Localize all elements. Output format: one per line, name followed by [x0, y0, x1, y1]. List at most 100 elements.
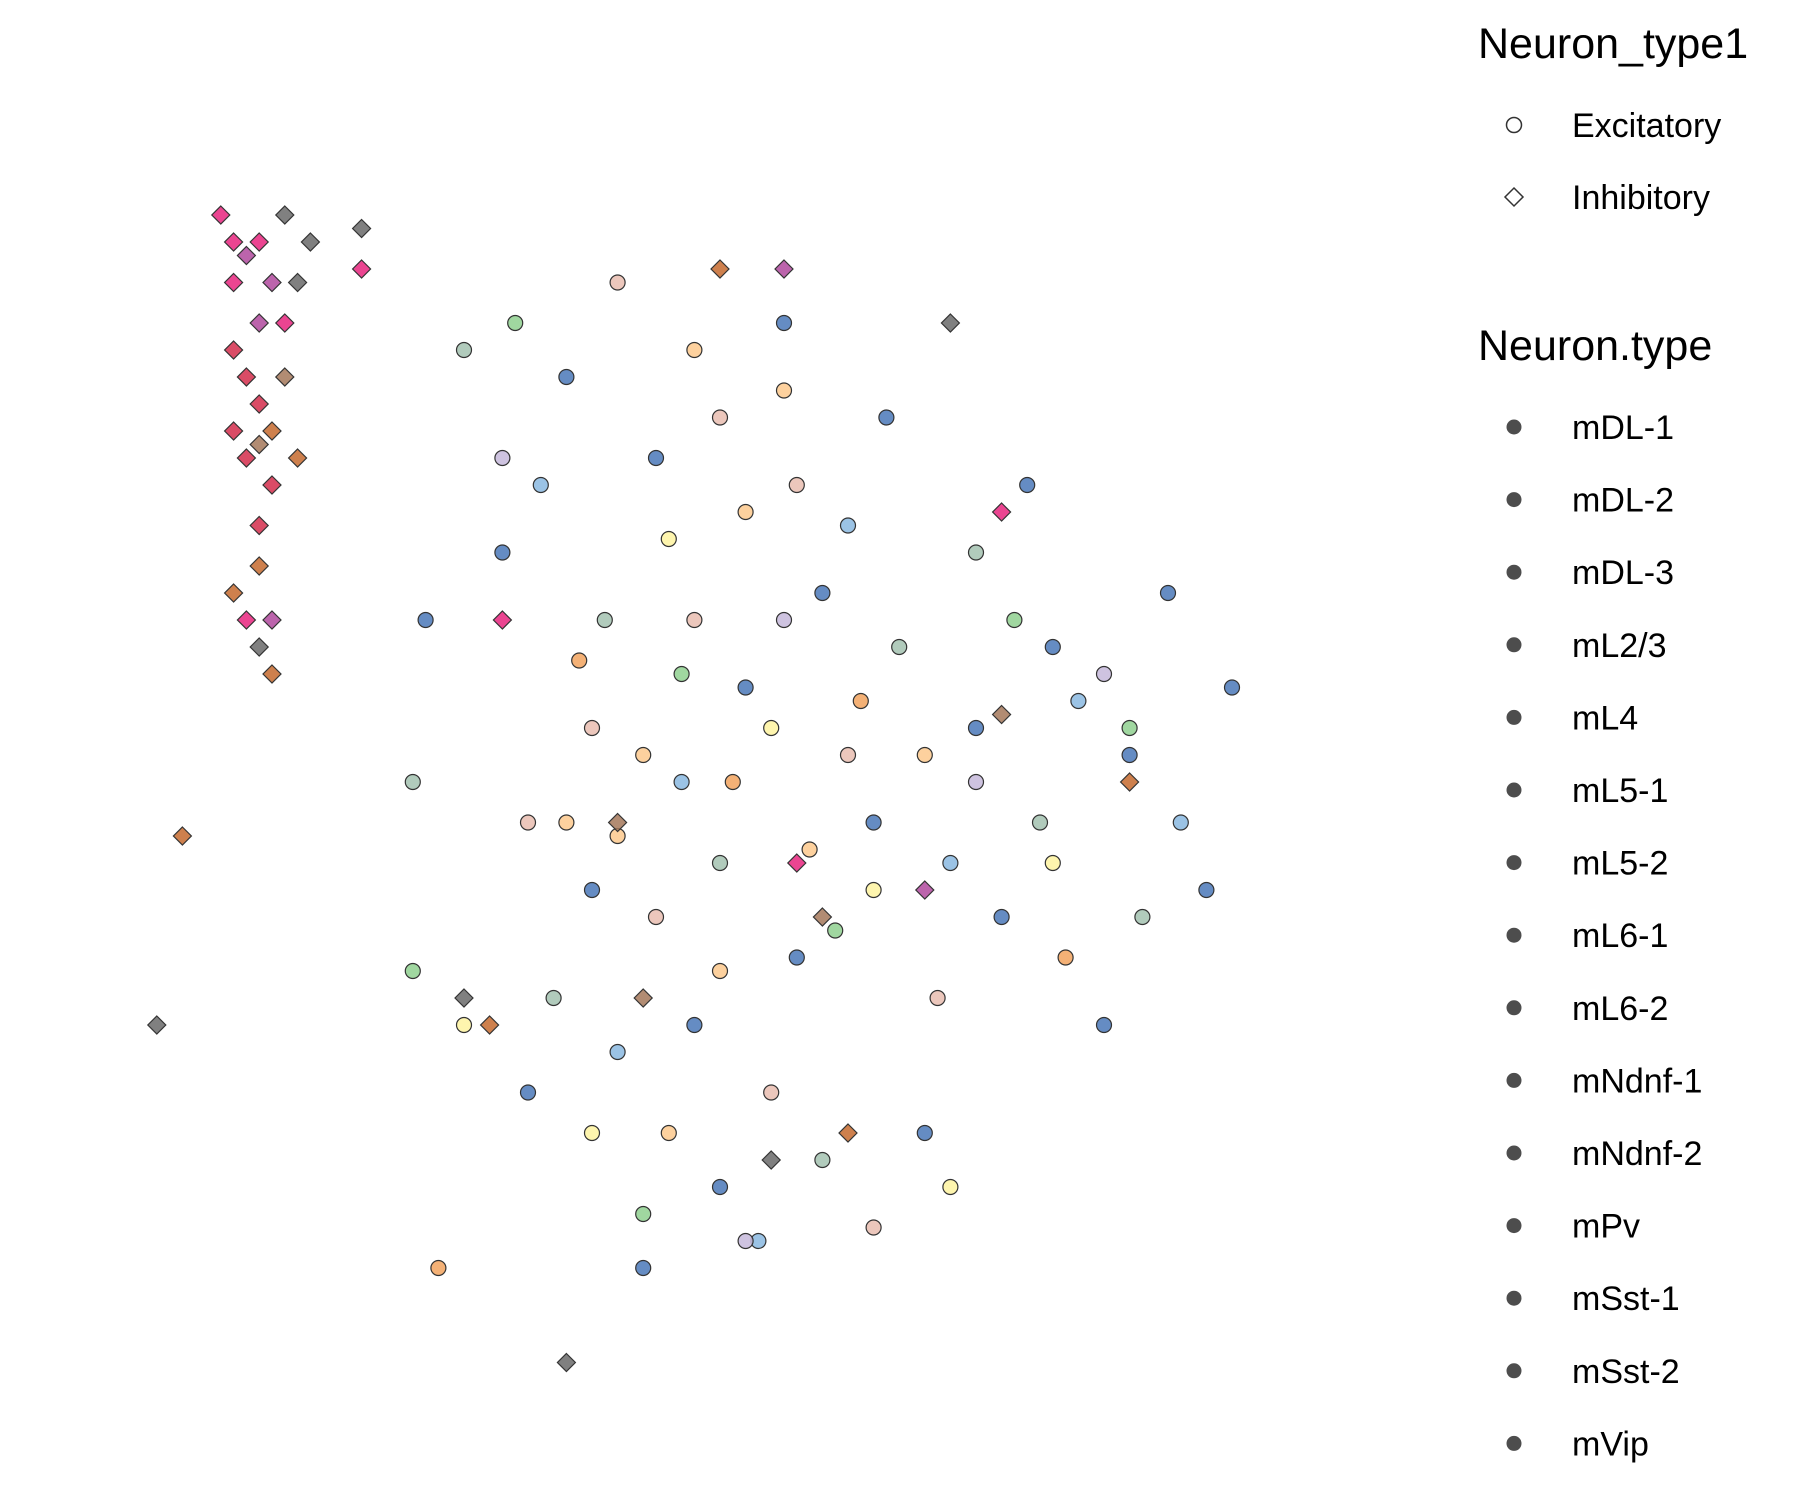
- point-msst-1-1: [262, 272, 282, 293]
- point-ml4-9: [660, 1124, 677, 1142]
- point-mdl-1-14: [993, 908, 1010, 926]
- point-mdl-1-5: [967, 719, 985, 737]
- point-mdl-3-8: [967, 544, 985, 561]
- point-ml5-1-2: [865, 881, 882, 899]
- point-msst-1-3: [262, 610, 282, 630]
- color-legend-label: mL2/3: [1572, 627, 1667, 665]
- color-legend-title: Neuron.type: [1478, 322, 1712, 370]
- point-ml2-3-10: [865, 1219, 882, 1236]
- point-mdl-3-4: [1031, 814, 1049, 831]
- color-key-icon: [1506, 492, 1522, 508]
- point-mndnf-2-9: [991, 502, 1012, 522]
- point-ml2-3-8: [647, 908, 665, 926]
- color-key-icon: [1506, 419, 1522, 435]
- point-ml6-1-0: [494, 449, 511, 467]
- point-mndnf-1-4: [236, 448, 257, 468]
- point-ml4-3: [635, 746, 652, 764]
- point-mndnf-2-1: [223, 232, 244, 252]
- point-mdl-1-0: [558, 368, 575, 386]
- point-ml5-1-4: [942, 1178, 959, 1196]
- point-mdl-1-4: [865, 814, 882, 831]
- color-key-icon: [1506, 1363, 1522, 1379]
- point-mvip-5: [633, 988, 654, 1008]
- point-mdl-2-3: [942, 854, 959, 872]
- point-ml2-3-6: [929, 989, 946, 1007]
- point-msst-2-0: [274, 205, 295, 225]
- point-msst-2-6: [454, 988, 474, 1008]
- point-ml5-1-0: [660, 530, 677, 548]
- point-mpv-1: [287, 448, 308, 468]
- point-mdl-1-6: [1044, 638, 1061, 656]
- color-legend-label: mDL-1: [1572, 409, 1674, 447]
- point-ml4-1: [775, 382, 793, 399]
- point-msst-2-8: [556, 1352, 577, 1373]
- circle-key-icon: [1505, 116, 1523, 134]
- point-mdl-3-7: [814, 1151, 831, 1169]
- point-mvip-0: [274, 367, 295, 387]
- color-legend-label: mL6-2: [1572, 990, 1668, 1028]
- color-legend-label: mDL-2: [1572, 482, 1674, 520]
- point-ml2-3-2: [788, 476, 805, 494]
- point-mndnf-2-0: [210, 205, 231, 225]
- point-mvip-2: [607, 812, 628, 833]
- point-mdl-1-12: [775, 314, 793, 332]
- point-ml5-2-5: [404, 962, 421, 980]
- color-legend-label: mPv: [1572, 1208, 1640, 1246]
- color-key-icon: [1506, 1072, 1522, 1088]
- color-legend-label: mL6-1: [1572, 917, 1668, 955]
- point-ml2-3-1: [711, 409, 729, 426]
- point-ml6-2-2: [852, 692, 869, 710]
- color-key-icon: [1506, 1218, 1522, 1234]
- point-ml2-3-3: [686, 611, 703, 629]
- point-mpv-3: [223, 583, 244, 603]
- scatter-points: [146, 205, 1241, 1373]
- point-mdl-1-8: [1198, 881, 1215, 899]
- point-mdl-1-10: [583, 881, 601, 899]
- point-mdl-2-4: [1070, 692, 1087, 710]
- point-mdl-3-2: [711, 854, 729, 872]
- point-ml2-3-4: [583, 719, 601, 737]
- color-legend-label: mL5-1: [1572, 772, 1668, 810]
- point-ml2-3-9: [519, 814, 537, 831]
- color-key-icon: [1506, 564, 1522, 580]
- point-ml5-2-4: [1121, 719, 1138, 737]
- point-mndnf-1-1: [236, 367, 257, 387]
- point-msst-1-0: [236, 245, 257, 266]
- point-ml5-2-0: [507, 314, 524, 332]
- point-msst-2-9: [940, 313, 961, 333]
- point-mdl-3-0: [455, 341, 473, 359]
- point-mdl-1-18: [711, 1178, 729, 1196]
- point-mndnf-2-8: [786, 853, 807, 873]
- point-mdl-1-17: [519, 1084, 537, 1101]
- color-legend-entries: mDL-1 mDL-2 mDL-3 mL2/3 mL4 mL5-1 mL5-2 mL6-1 mL…: [1506, 409, 1702, 1463]
- point-msst-2-1: [300, 232, 321, 252]
- point-ml4-8: [711, 962, 729, 980]
- point-mdl-1-11: [686, 1016, 703, 1034]
- point-mdl-1-15: [1095, 1016, 1113, 1034]
- shape-legend-label: Excitatory: [1572, 107, 1721, 145]
- point-mdl-2-2: [839, 517, 857, 534]
- diamond-key-icon: [1503, 186, 1525, 208]
- color-legend-label: mSst-2: [1572, 1353, 1680, 1391]
- point-mndnf-2-3: [223, 272, 244, 293]
- point-mdl-1-20: [1019, 476, 1036, 494]
- color-key-icon: [1506, 1290, 1522, 1306]
- point-ml6-1-2: [967, 773, 985, 791]
- point-mpv-0: [262, 421, 282, 441]
- point-mndnf-1-6: [249, 515, 270, 536]
- point-mdl-1-3: [814, 584, 831, 602]
- point-msst-1-5: [914, 880, 935, 900]
- point-msst-2-5: [146, 1015, 167, 1035]
- point-mdl-3-5: [1134, 908, 1151, 926]
- color-key-icon: [1506, 1435, 1522, 1451]
- point-msst-2-4: [249, 637, 270, 657]
- color-legend-label: mNdnf-1: [1572, 1062, 1702, 1100]
- color-key-icon: [1506, 782, 1522, 798]
- shape-legend-entries: Excitatory Inhibitory: [1503, 107, 1721, 217]
- point-ml6-2-1: [724, 773, 741, 791]
- point-mdl-3-6: [545, 989, 562, 1007]
- point-msst-1-2: [249, 313, 270, 333]
- point-ml6-1-1: [775, 611, 793, 629]
- point-mpv-2: [249, 556, 270, 576]
- point-ml2-3-7: [763, 1084, 780, 1101]
